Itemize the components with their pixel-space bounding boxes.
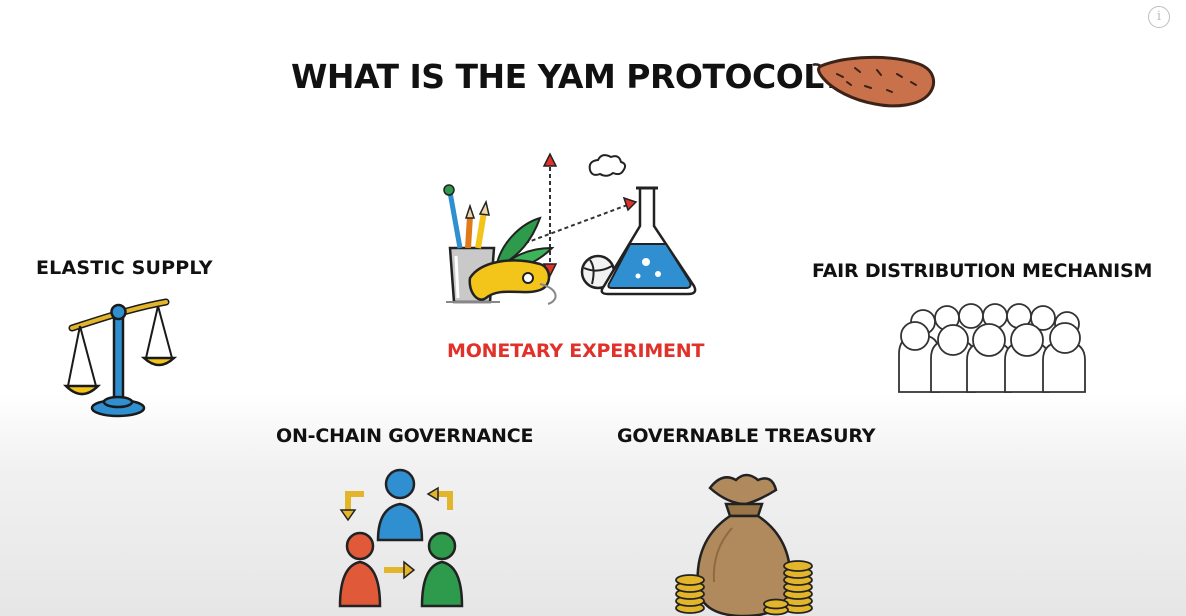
science-cup-icon	[443, 152, 697, 305]
governance-people-icon	[338, 468, 464, 608]
feature-elastic-supply-label: ELASTIC SUPPLY	[36, 257, 213, 279]
money-bag-icon	[675, 473, 813, 616]
feature-fair-distribution-label: FAIR DISTRIBUTION MECHANISM	[812, 260, 1153, 282]
info-icon: i	[1156, 9, 1162, 24]
feature-monetary-experiment-label: MONETARY EXPERIMENT	[447, 340, 705, 362]
feature-governable-treasury-label: GOVERNABLE TREASURY	[617, 425, 876, 447]
info-button[interactable]: i	[1148, 6, 1170, 28]
scale-icon	[62, 298, 178, 418]
sweet-potato-icon	[812, 55, 936, 108]
feature-on-chain-governance-label: ON-CHAIN GOVERNANCE	[276, 425, 534, 447]
page-title: WHAT IS THE YAM PROTOCOL?	[291, 57, 843, 96]
crowd-icon	[898, 303, 1086, 393]
